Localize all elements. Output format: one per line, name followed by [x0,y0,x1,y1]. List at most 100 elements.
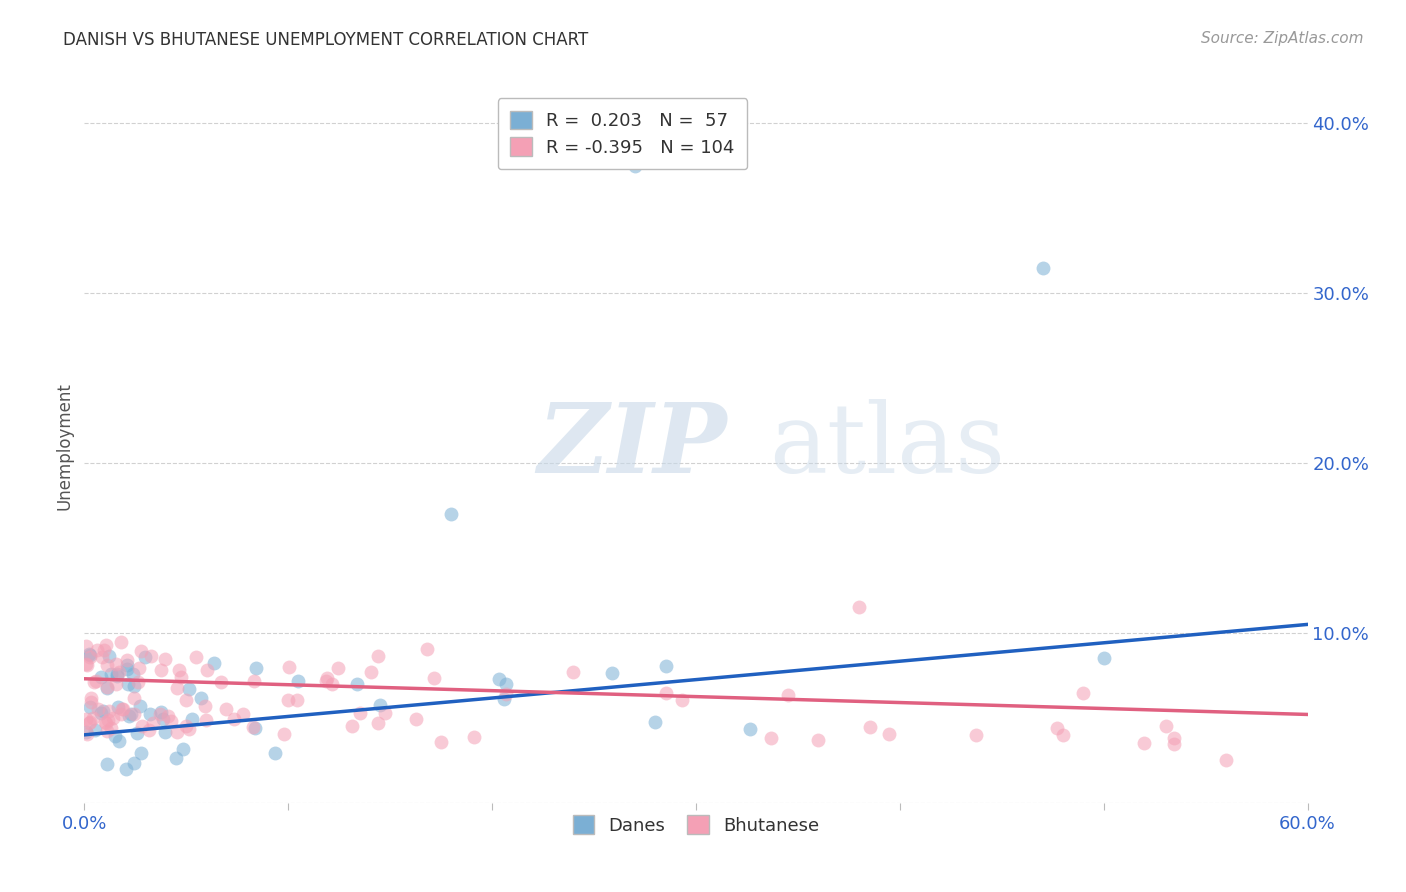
Point [134,650,156,665]
Point [807,732,830,747]
Point [177,722,200,736]
Point [346,677,368,691]
Point [277,660,299,674]
Point [367,648,389,663]
Point [112,702,135,716]
Point [671,692,693,706]
Point [96,638,118,652]
Point [149,706,172,721]
Point [97,713,120,727]
Point [170,670,193,684]
Point [96,723,118,738]
Point [86,673,108,688]
Point [79,715,101,730]
Point [120,706,142,721]
Point [245,661,267,675]
Point [76,657,98,672]
Point [127,675,149,690]
Point [139,706,162,721]
Point [83,723,105,738]
Point [965,728,987,742]
Point [776,688,799,702]
Point [848,600,870,615]
Point [75,657,97,671]
Point [463,730,485,744]
Point [96,681,118,695]
Point [644,715,666,730]
Point [149,664,172,678]
Point [174,693,197,707]
Text: Source: ZipAtlas.com: Source: ZipAtlas.com [1201,31,1364,46]
Point [131,718,153,732]
Point [422,671,444,685]
Point [118,708,141,723]
Point [360,665,382,680]
Point [115,653,138,667]
Point [245,721,267,735]
Point [129,643,152,657]
Point [105,667,128,681]
Point [273,727,295,741]
Point [152,713,174,727]
Point [316,671,339,685]
Point [79,691,101,706]
Point [562,665,585,679]
Point [139,648,162,663]
Point [79,699,101,714]
Point [177,681,200,696]
Point [108,665,131,680]
Point [1163,731,1185,745]
Point [129,746,152,760]
Point [105,657,128,671]
Point [165,751,187,765]
Point [105,669,128,683]
Point [655,686,678,700]
Point [761,731,783,745]
Point [277,693,299,707]
Point [222,712,245,726]
Text: ZIP: ZIP [537,399,727,493]
Point [215,702,238,716]
Point [75,725,97,739]
Point [373,706,395,720]
Point [328,661,350,675]
Point [1052,728,1074,742]
Point [155,725,177,739]
Point [285,693,308,707]
Point [1046,721,1069,735]
Point [1092,651,1115,665]
Point [114,762,136,776]
Point [157,708,180,723]
Point [367,716,389,731]
Point [122,756,145,770]
Point [110,706,132,721]
Point [740,722,762,736]
Point [368,698,391,712]
Point [349,706,371,720]
Point [190,691,212,706]
Point [75,712,97,726]
Point [142,715,165,730]
Point [243,673,266,688]
Point [405,712,427,726]
Point [94,715,117,730]
Point [121,667,143,681]
Point [111,702,134,716]
Point [127,726,149,740]
Point [77,647,100,661]
Point [242,720,264,734]
Point [93,642,115,657]
Point [624,159,647,173]
Point [195,663,218,677]
Point [128,699,150,714]
Point [202,657,225,671]
Point [90,670,112,684]
Legend: Danes, Bhutanese: Danes, Bhutanese [564,806,828,844]
Point [96,756,118,771]
Point [117,676,139,690]
Point [91,704,114,718]
Point [124,690,146,705]
Point [90,650,112,665]
Point [87,701,110,715]
Point [122,679,145,693]
